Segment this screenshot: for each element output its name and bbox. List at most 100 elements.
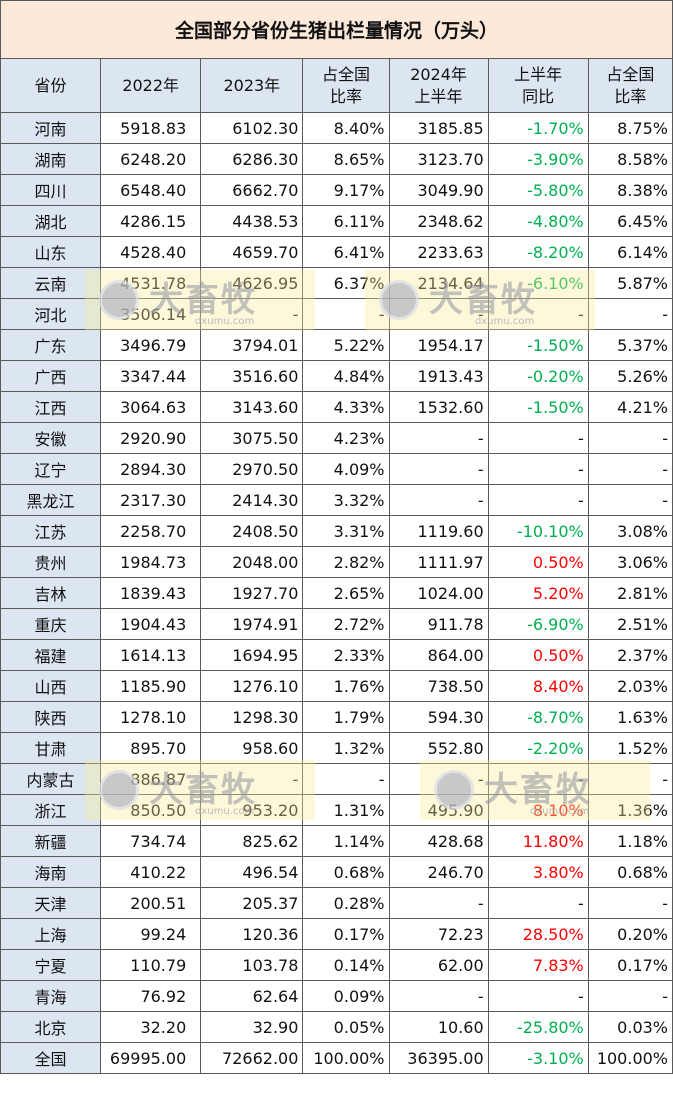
value-cell: 3496.79 — [100, 329, 202, 361]
value-cell: 5918.83 — [100, 112, 202, 144]
value-cell: 1984.73 — [100, 546, 202, 578]
data-row: 北京 32.20 32.90 0.05% 10.60 -25.80% 0.03% — [0, 1011, 673, 1043]
value-cell: -3.10% — [487, 1042, 589, 1074]
value-cell: 0.14% — [302, 949, 390, 981]
province-cell: 山东 — [0, 236, 102, 268]
province-cell: 全国 — [0, 1042, 102, 1074]
value-cell: -6.90% — [487, 608, 589, 640]
value-cell: -6.10% — [487, 267, 589, 299]
value-cell: 3.32% — [302, 484, 390, 516]
province-cell: 海南 — [0, 856, 102, 888]
value-cell: - — [388, 484, 489, 516]
value-cell: 3064.63 — [100, 391, 202, 423]
value-cell: -8.70% — [487, 701, 589, 733]
value-cell: - — [388, 887, 489, 919]
value-cell: -0.20% — [487, 360, 589, 392]
header-cell: 2023年 — [200, 58, 304, 113]
value-cell: -1.50% — [487, 391, 589, 423]
value-cell: 895.70 — [100, 732, 202, 764]
header-cell: 占全国 比率 — [302, 58, 390, 113]
value-cell: - — [587, 484, 673, 516]
value-cell: 4.33% — [302, 391, 390, 423]
value-cell: - — [587, 298, 673, 330]
value-cell: 36395.00 — [388, 1042, 489, 1074]
value-cell: - — [487, 422, 589, 454]
value-cell: 1.14% — [302, 825, 390, 857]
value-cell: 1278.10 — [100, 701, 202, 733]
value-cell: - — [200, 298, 304, 330]
data-row: 贵州 1984.73 2048.00 2.82% 1111.97 0.50% 3.06% — [0, 546, 673, 578]
value-cell: 2.33% — [302, 639, 390, 671]
value-cell: 5.26% — [587, 360, 673, 392]
value-cell: 2.82% — [302, 546, 390, 578]
data-row: 青海 76.92 62.64 0.09% - - - — [0, 980, 673, 1012]
value-cell: 200.51 — [100, 887, 202, 919]
value-cell: 100.00% — [302, 1042, 390, 1074]
data-row: 宁夏 110.79 103.78 0.14% 62.00 7.83% 0.17% — [0, 949, 673, 981]
data-row: 江西 3064.63 3143.60 4.33% 1532.60 -1.50% 4.21% — [0, 391, 673, 423]
data-row: 湖北 4286.15 4438.53 6.11% 2348.62 -4.80% 6.45% — [0, 205, 673, 237]
header-cell: 占全国 比率 — [587, 58, 673, 113]
value-cell: 1532.60 — [388, 391, 489, 423]
data-row: 河南 5918.83 6102.30 8.40% 3185.85 -1.70% 8.75% — [0, 112, 673, 144]
value-cell: 0.50% — [487, 546, 589, 578]
value-cell: 2414.30 — [200, 484, 304, 516]
value-cell: 3.80% — [487, 856, 589, 888]
value-cell: 3794.01 — [200, 329, 304, 361]
value-cell: 1927.70 — [200, 577, 304, 609]
province-cell: 山西 — [0, 670, 102, 702]
province-cell: 内蒙古 — [0, 763, 102, 795]
data-row: 四川 6548.40 6662.70 9.17% 3049.90 -5.80% 8.38% — [0, 174, 673, 206]
value-cell: 1111.97 — [388, 546, 489, 578]
data-row: 江苏 2258.70 2408.50 3.31% 1119.60 -10.10% 3.08% — [0, 515, 673, 547]
value-cell: 0.17% — [587, 949, 673, 981]
value-cell: 7.83% — [487, 949, 589, 981]
value-cell: 4528.40 — [100, 236, 202, 268]
value-cell: - — [388, 298, 489, 330]
value-cell: 3143.60 — [200, 391, 304, 423]
data-row: 新疆 734.74 825.62 1.14% 428.68 11.80% 1.18% — [0, 825, 673, 857]
value-cell: 2134.64 — [388, 267, 489, 299]
value-cell: -4.80% — [487, 205, 589, 237]
value-cell: 8.58% — [587, 143, 673, 175]
value-cell: 1614.13 — [100, 639, 202, 671]
value-cell: 1.32% — [302, 732, 390, 764]
value-cell: 911.78 — [388, 608, 489, 640]
value-cell: 4286.15 — [100, 205, 202, 237]
value-cell: 3516.60 — [200, 360, 304, 392]
value-cell: 6.45% — [587, 205, 673, 237]
data-row: 山东 4528.40 4659.70 6.41% 2233.63 -8.20% 6.14% — [0, 236, 673, 268]
value-cell: 3049.90 — [388, 174, 489, 206]
value-cell: 594.30 — [388, 701, 489, 733]
value-cell: - — [302, 298, 390, 330]
value-cell: 4.21% — [587, 391, 673, 423]
value-cell: 2048.00 — [200, 546, 304, 578]
value-cell: 8.40% — [302, 112, 390, 144]
value-cell: - — [587, 453, 673, 485]
province-cell: 青海 — [0, 980, 102, 1012]
data-row: 全国 69995.00 72662.00 100.00% 36395.00 -3.10% 1… — [0, 1042, 673, 1074]
value-cell: 1.63% — [587, 701, 673, 733]
value-cell: 0.68% — [302, 856, 390, 888]
value-cell: 410.22 — [100, 856, 202, 888]
data-row: 安徽 2920.90 3075.50 4.23% - - - — [0, 422, 673, 454]
value-cell: -3.90% — [487, 143, 589, 175]
value-cell: 8.65% — [302, 143, 390, 175]
data-row: 重庆 1904.43 1974.91 2.72% 911.78 -6.90% 2.51% — [0, 608, 673, 640]
value-cell: 1276.10 — [200, 670, 304, 702]
province-cell: 北京 — [0, 1011, 102, 1043]
title-row: 全国部分省份生猪出栏量情况（万头） — [0, 0, 673, 59]
header-cell: 省份 — [0, 58, 102, 113]
value-cell: 0.28% — [302, 887, 390, 919]
value-cell: 6.41% — [302, 236, 390, 268]
province-cell: 广东 — [0, 329, 102, 361]
value-cell: 5.22% — [302, 329, 390, 361]
value-cell: 0.20% — [587, 918, 673, 950]
value-cell: 0.68% — [587, 856, 673, 888]
province-cell: 江西 — [0, 391, 102, 423]
value-cell: 1.31% — [302, 794, 390, 826]
value-cell: 1.76% — [302, 670, 390, 702]
value-cell: 4438.53 — [200, 205, 304, 237]
value-cell: 72662.00 — [200, 1042, 304, 1074]
